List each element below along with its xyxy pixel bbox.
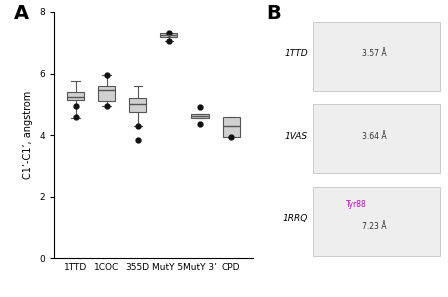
PathPatch shape — [129, 98, 146, 112]
FancyBboxPatch shape — [313, 187, 440, 256]
FancyBboxPatch shape — [313, 104, 440, 173]
Text: 1RRQ: 1RRQ — [282, 214, 308, 223]
Text: 3.57 Å: 3.57 Å — [362, 49, 387, 58]
Y-axis label: C1’-C1’, angstrom: C1’-C1’, angstrom — [23, 91, 34, 179]
Text: A: A — [14, 4, 29, 23]
PathPatch shape — [98, 86, 115, 101]
PathPatch shape — [67, 92, 84, 100]
Text: 1VAS: 1VAS — [284, 132, 308, 141]
PathPatch shape — [191, 114, 209, 118]
Text: 3.64 Å: 3.64 Å — [362, 132, 387, 141]
PathPatch shape — [160, 34, 177, 37]
PathPatch shape — [223, 117, 240, 137]
Text: 7.23 Å: 7.23 Å — [362, 222, 387, 231]
Text: Tyr88: Tyr88 — [346, 200, 367, 209]
Text: B: B — [266, 4, 281, 23]
Text: 1TTD: 1TTD — [284, 49, 308, 58]
FancyBboxPatch shape — [313, 22, 440, 91]
